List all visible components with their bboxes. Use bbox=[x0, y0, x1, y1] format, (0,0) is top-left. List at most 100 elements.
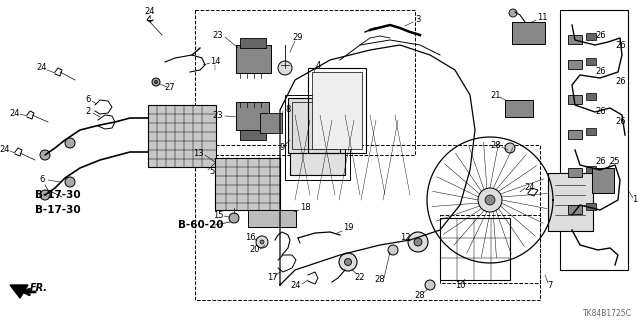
Text: 28: 28 bbox=[491, 140, 501, 149]
Text: 24: 24 bbox=[525, 183, 535, 193]
Circle shape bbox=[509, 9, 517, 17]
Circle shape bbox=[65, 138, 75, 148]
Text: 21: 21 bbox=[491, 91, 501, 100]
Text: 3: 3 bbox=[415, 15, 420, 25]
Text: 1: 1 bbox=[632, 196, 637, 204]
Bar bbox=[568, 205, 582, 214]
Text: 27: 27 bbox=[164, 84, 175, 92]
Text: 10: 10 bbox=[455, 281, 465, 290]
Bar bbox=[560, 10, 628, 270]
Circle shape bbox=[40, 150, 50, 160]
Text: TK84B1725C: TK84B1725C bbox=[583, 309, 632, 318]
Circle shape bbox=[65, 177, 75, 187]
Text: 7: 7 bbox=[547, 281, 553, 290]
Circle shape bbox=[260, 240, 264, 244]
Bar bbox=[236, 45, 271, 73]
Text: 26: 26 bbox=[596, 30, 606, 39]
Text: 24: 24 bbox=[10, 108, 20, 117]
Bar bbox=[440, 215, 540, 283]
Circle shape bbox=[388, 245, 398, 255]
Text: 6: 6 bbox=[39, 175, 45, 185]
Bar bbox=[568, 168, 582, 177]
Text: B-60-20: B-60-20 bbox=[178, 220, 223, 230]
Text: 26: 26 bbox=[616, 77, 627, 86]
Circle shape bbox=[344, 259, 351, 266]
Text: 24: 24 bbox=[0, 146, 10, 155]
Bar bbox=[248, 210, 296, 227]
Bar bbox=[292, 102, 336, 149]
Bar bbox=[195, 10, 415, 155]
Circle shape bbox=[408, 232, 428, 252]
Text: 28: 28 bbox=[374, 276, 385, 284]
Text: 24: 24 bbox=[145, 7, 156, 17]
Bar bbox=[260, 113, 282, 133]
Text: 11: 11 bbox=[537, 13, 547, 22]
Circle shape bbox=[256, 236, 268, 248]
Bar bbox=[586, 58, 596, 65]
Text: B-17-30: B-17-30 bbox=[35, 205, 81, 215]
Bar bbox=[312, 72, 362, 149]
Bar bbox=[586, 166, 596, 173]
Bar bbox=[586, 33, 596, 40]
Bar bbox=[592, 168, 614, 193]
Bar bbox=[512, 22, 545, 44]
Text: 2: 2 bbox=[85, 108, 91, 116]
Bar bbox=[236, 102, 269, 130]
Bar bbox=[440, 218, 510, 280]
Circle shape bbox=[425, 280, 435, 290]
Bar bbox=[148, 105, 216, 167]
Text: 18: 18 bbox=[300, 204, 310, 212]
Bar bbox=[568, 35, 582, 44]
Bar bbox=[195, 145, 540, 300]
Text: 26: 26 bbox=[616, 117, 627, 126]
Text: 13: 13 bbox=[193, 148, 204, 157]
Text: 8: 8 bbox=[285, 106, 291, 115]
Text: 12: 12 bbox=[400, 234, 410, 243]
Text: 20: 20 bbox=[250, 245, 260, 254]
Text: 26: 26 bbox=[596, 68, 606, 76]
Circle shape bbox=[339, 253, 357, 271]
Text: 26: 26 bbox=[596, 157, 606, 166]
Text: 15: 15 bbox=[212, 212, 223, 220]
Circle shape bbox=[229, 213, 239, 223]
Bar bbox=[568, 130, 582, 139]
Bar bbox=[568, 60, 582, 69]
Bar bbox=[586, 203, 596, 210]
Bar bbox=[548, 173, 593, 231]
Bar bbox=[568, 95, 582, 104]
Text: 28: 28 bbox=[415, 291, 426, 300]
Circle shape bbox=[485, 195, 495, 205]
Polygon shape bbox=[10, 285, 28, 298]
Text: 24: 24 bbox=[291, 281, 301, 290]
Text: 29: 29 bbox=[292, 34, 303, 43]
Text: 25: 25 bbox=[610, 157, 620, 166]
Bar bbox=[290, 100, 345, 175]
Text: 17: 17 bbox=[267, 274, 277, 283]
Text: 19: 19 bbox=[343, 223, 353, 233]
Bar bbox=[586, 93, 596, 100]
Text: 23: 23 bbox=[212, 30, 223, 39]
Bar bbox=[240, 130, 266, 140]
Circle shape bbox=[505, 143, 515, 153]
Bar bbox=[586, 128, 596, 135]
Text: 26: 26 bbox=[596, 108, 606, 116]
Bar bbox=[215, 158, 280, 210]
Text: 6: 6 bbox=[85, 95, 91, 105]
Text: B-17-30: B-17-30 bbox=[35, 190, 81, 200]
Bar bbox=[308, 68, 366, 153]
Text: 16: 16 bbox=[244, 234, 255, 243]
Text: 4: 4 bbox=[316, 60, 321, 69]
Circle shape bbox=[478, 188, 502, 212]
Circle shape bbox=[278, 61, 292, 75]
Text: 22: 22 bbox=[355, 274, 365, 283]
Circle shape bbox=[40, 190, 50, 200]
Bar bbox=[288, 98, 340, 153]
Bar bbox=[240, 38, 266, 48]
Circle shape bbox=[152, 78, 160, 86]
Text: 24: 24 bbox=[36, 63, 47, 73]
Text: 26: 26 bbox=[616, 41, 627, 50]
Circle shape bbox=[154, 81, 157, 84]
Text: 5: 5 bbox=[209, 167, 214, 177]
Bar bbox=[285, 95, 350, 180]
Text: 14: 14 bbox=[210, 58, 220, 67]
